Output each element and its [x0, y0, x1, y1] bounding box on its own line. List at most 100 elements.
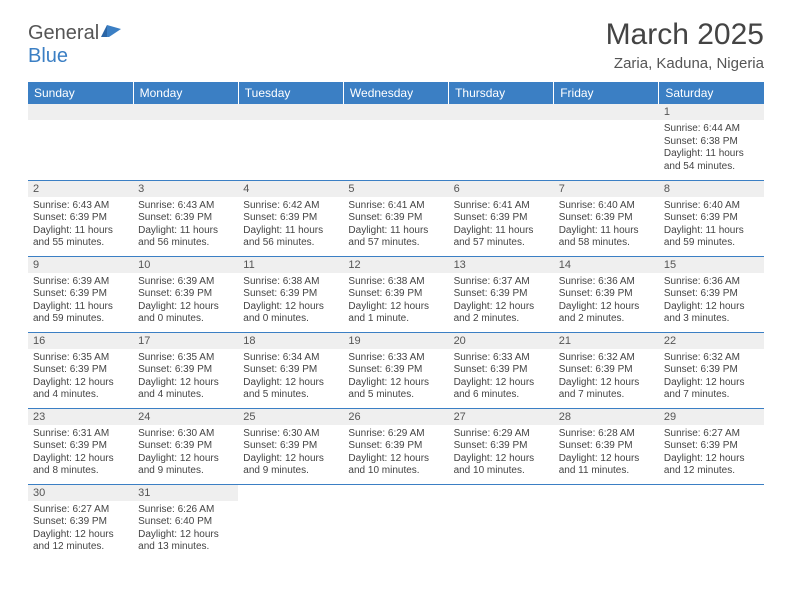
calendar-cell: 21Sunrise: 6:32 AMSunset: 6:39 PMDayligh… [554, 332, 659, 408]
day-body: Sunrise: 6:41 AMSunset: 6:39 PMDaylight:… [449, 197, 554, 254]
day-body: Sunrise: 6:38 AMSunset: 6:39 PMDaylight:… [343, 273, 448, 330]
daylight-text: Daylight: 12 hours and 1 minute. [348, 301, 443, 326]
calendar-cell: 20Sunrise: 6:33 AMSunset: 6:39 PMDayligh… [449, 332, 554, 408]
daylight-text: Daylight: 12 hours and 5 minutes. [243, 377, 338, 402]
calendar-cell: 3Sunrise: 6:43 AMSunset: 6:39 PMDaylight… [133, 180, 238, 256]
daylight-text: Daylight: 12 hours and 4 minutes. [138, 377, 233, 402]
weekday-header: Thursday [449, 82, 554, 104]
weekday-header: Saturday [659, 82, 764, 104]
calendar-cell: 31Sunrise: 6:26 AMSunset: 6:40 PMDayligh… [133, 484, 238, 560]
sunrise-text: Sunrise: 6:35 AM [138, 352, 233, 365]
calendar-cell: 27Sunrise: 6:29 AMSunset: 6:39 PMDayligh… [449, 408, 554, 484]
day-number [554, 104, 659, 120]
calendar-cell: 23Sunrise: 6:31 AMSunset: 6:39 PMDayligh… [28, 408, 133, 484]
day-number [449, 485, 554, 501]
daylight-text: Daylight: 11 hours and 54 minutes. [664, 148, 759, 173]
sunset-text: Sunset: 6:39 PM [138, 364, 233, 377]
sunset-text: Sunset: 6:39 PM [243, 440, 338, 453]
day-number [238, 104, 343, 120]
flag-icon [101, 22, 123, 45]
page-title: March 2025 [606, 18, 764, 52]
day-body: Sunrise: 6:29 AMSunset: 6:39 PMDaylight:… [449, 425, 554, 482]
calendar-cell [554, 484, 659, 560]
sunset-text: Sunset: 6:39 PM [243, 288, 338, 301]
sunset-text: Sunset: 6:39 PM [454, 364, 549, 377]
day-body: Sunrise: 6:30 AMSunset: 6:39 PMDaylight:… [238, 425, 343, 482]
sunrise-text: Sunrise: 6:38 AM [348, 276, 443, 289]
sunset-text: Sunset: 6:39 PM [33, 440, 128, 453]
calendar-week-row: 30Sunrise: 6:27 AMSunset: 6:39 PMDayligh… [28, 484, 764, 560]
sunset-text: Sunset: 6:39 PM [348, 440, 443, 453]
calendar-cell: 16Sunrise: 6:35 AMSunset: 6:39 PMDayligh… [28, 332, 133, 408]
day-number: 18 [238, 333, 343, 349]
sunrise-text: Sunrise: 6:43 AM [138, 200, 233, 213]
daylight-text: Daylight: 12 hours and 5 minutes. [348, 377, 443, 402]
day-number: 30 [28, 485, 133, 501]
sunset-text: Sunset: 6:39 PM [664, 288, 759, 301]
sunset-text: Sunset: 6:39 PM [559, 364, 654, 377]
sunrise-text: Sunrise: 6:26 AM [138, 504, 233, 517]
day-body: Sunrise: 6:33 AMSunset: 6:39 PMDaylight:… [343, 349, 448, 406]
day-body: Sunrise: 6:28 AMSunset: 6:39 PMDaylight:… [554, 425, 659, 482]
calendar-cell: 4Sunrise: 6:42 AMSunset: 6:39 PMDaylight… [238, 180, 343, 256]
sunset-text: Sunset: 6:39 PM [348, 288, 443, 301]
day-number [238, 485, 343, 501]
location-text: Zaria, Kaduna, Nigeria [606, 55, 764, 72]
weekday-header: Sunday [28, 82, 133, 104]
daylight-text: Daylight: 12 hours and 12 minutes. [33, 529, 128, 554]
sunset-text: Sunset: 6:39 PM [243, 364, 338, 377]
day-number: 8 [659, 181, 764, 197]
daylight-text: Daylight: 12 hours and 0 minutes. [138, 301, 233, 326]
day-body: Sunrise: 6:32 AMSunset: 6:39 PMDaylight:… [554, 349, 659, 406]
calendar-cell: 14Sunrise: 6:36 AMSunset: 6:39 PMDayligh… [554, 256, 659, 332]
day-number [449, 104, 554, 120]
weekday-header: Monday [133, 82, 238, 104]
calendar-week-row: 9Sunrise: 6:39 AMSunset: 6:39 PMDaylight… [28, 256, 764, 332]
sunrise-text: Sunrise: 6:32 AM [664, 352, 759, 365]
day-body: Sunrise: 6:36 AMSunset: 6:39 PMDaylight:… [659, 273, 764, 330]
day-number: 1 [659, 104, 764, 120]
sunset-text: Sunset: 6:39 PM [559, 212, 654, 225]
sunrise-text: Sunrise: 6:30 AM [138, 428, 233, 441]
day-number: 17 [133, 333, 238, 349]
day-number: 23 [28, 409, 133, 425]
daylight-text: Daylight: 11 hours and 59 minutes. [664, 225, 759, 250]
day-body: Sunrise: 6:40 AMSunset: 6:39 PMDaylight:… [659, 197, 764, 254]
day-number: 3 [133, 181, 238, 197]
day-number [133, 104, 238, 120]
calendar-cell: 6Sunrise: 6:41 AMSunset: 6:39 PMDaylight… [449, 180, 554, 256]
day-body: Sunrise: 6:42 AMSunset: 6:39 PMDaylight:… [238, 197, 343, 254]
logo-text: GeneralBlue [28, 22, 123, 68]
day-number: 13 [449, 257, 554, 273]
day-body: Sunrise: 6:31 AMSunset: 6:39 PMDaylight:… [28, 425, 133, 482]
sunset-text: Sunset: 6:39 PM [33, 364, 128, 377]
day-number: 28 [554, 409, 659, 425]
calendar-cell: 17Sunrise: 6:35 AMSunset: 6:39 PMDayligh… [133, 332, 238, 408]
day-number: 6 [449, 181, 554, 197]
day-number: 19 [343, 333, 448, 349]
calendar-table: SundayMondayTuesdayWednesdayThursdayFrid… [28, 82, 764, 560]
day-number: 7 [554, 181, 659, 197]
calendar-cell [659, 484, 764, 560]
calendar-cell: 7Sunrise: 6:40 AMSunset: 6:39 PMDaylight… [554, 180, 659, 256]
sunrise-text: Sunrise: 6:28 AM [559, 428, 654, 441]
day-body: Sunrise: 6:44 AMSunset: 6:38 PMDaylight:… [659, 120, 764, 177]
calendar-cell: 1Sunrise: 6:44 AMSunset: 6:38 PMDaylight… [659, 104, 764, 180]
daylight-text: Daylight: 12 hours and 2 minutes. [559, 301, 654, 326]
sunset-text: Sunset: 6:39 PM [454, 288, 549, 301]
day-number: 2 [28, 181, 133, 197]
title-block: March 2025 Zaria, Kaduna, Nigeria [606, 18, 764, 72]
calendar-cell: 12Sunrise: 6:38 AMSunset: 6:39 PMDayligh… [343, 256, 448, 332]
daylight-text: Daylight: 12 hours and 0 minutes. [243, 301, 338, 326]
day-number: 16 [28, 333, 133, 349]
sunset-text: Sunset: 6:39 PM [243, 212, 338, 225]
sunrise-text: Sunrise: 6:35 AM [33, 352, 128, 365]
day-body: Sunrise: 6:35 AMSunset: 6:39 PMDaylight:… [133, 349, 238, 406]
calendar-cell: 15Sunrise: 6:36 AMSunset: 6:39 PMDayligh… [659, 256, 764, 332]
calendar-cell: 9Sunrise: 6:39 AMSunset: 6:39 PMDaylight… [28, 256, 133, 332]
sunrise-text: Sunrise: 6:44 AM [664, 123, 759, 136]
daylight-text: Daylight: 12 hours and 3 minutes. [664, 301, 759, 326]
daylight-text: Daylight: 12 hours and 9 minutes. [138, 453, 233, 478]
sunset-text: Sunset: 6:39 PM [454, 440, 549, 453]
sunrise-text: Sunrise: 6:41 AM [454, 200, 549, 213]
